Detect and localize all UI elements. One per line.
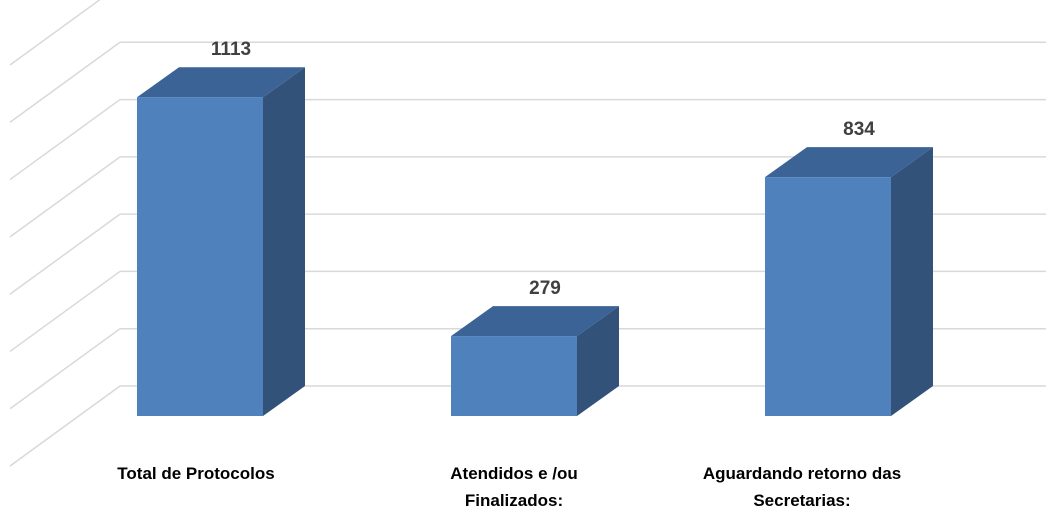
data-label: 279 (529, 278, 561, 299)
bar-2 (451, 306, 619, 416)
gridline-diagonal (9, 328, 121, 410)
bar-front-face (137, 97, 263, 416)
bar-side-face (263, 67, 305, 416)
category-label: Finalizados: (465, 491, 563, 509)
bars (137, 67, 933, 416)
bar-3 (765, 147, 933, 416)
bar-top-face (451, 306, 619, 337)
category-label: Secretarias: (753, 491, 850, 509)
bar-1 (137, 67, 305, 416)
gridline-diagonal (9, 385, 121, 467)
gridline-diagonal (9, 156, 121, 238)
data-labels: 1113 279 834 (211, 39, 875, 299)
category-label: Atendidos e /ou (450, 464, 578, 483)
data-label: 834 (843, 119, 875, 140)
gridline-diagonal (9, 270, 121, 353)
gridline-diagonal (9, 41, 121, 123)
data-label: 1113 (211, 39, 251, 60)
bar-top-face (137, 67, 305, 98)
gridline-diagonal (9, 98, 121, 181)
category-label: Total de Protocolos (117, 464, 274, 483)
bar-side-face (577, 306, 619, 416)
bar-front-face (451, 336, 577, 416)
gridline-diagonal (9, 0, 101, 66)
bar-front-face (765, 177, 891, 416)
bar-side-face (891, 147, 933, 416)
category-label: Aguardando retorno das (703, 464, 901, 483)
category-labels: Total de Protocolos Atendidos e /ou Finali… (117, 464, 901, 510)
gridline-diagonal (9, 213, 121, 295)
bar-top-face (765, 147, 933, 178)
